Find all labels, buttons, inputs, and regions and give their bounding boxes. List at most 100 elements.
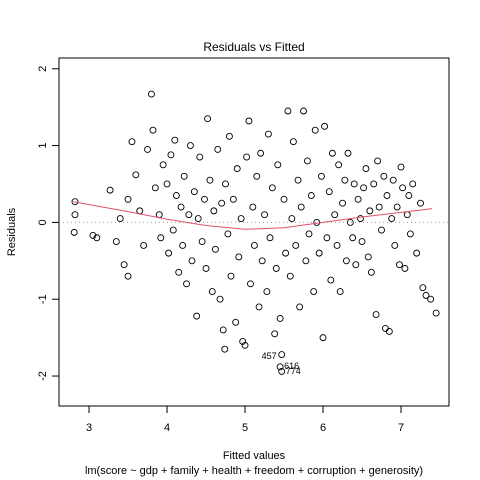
point [163,180,171,188]
point [188,257,196,265]
point [167,151,175,159]
point [218,199,226,207]
point [278,367,286,375]
point [422,291,430,299]
point [380,172,388,180]
point [177,203,185,211]
point [349,234,357,242]
point [225,132,233,140]
plot-frame [58,57,450,407]
point [250,241,258,249]
point [271,330,279,338]
point [419,284,427,292]
point [172,192,180,199]
point [237,215,245,223]
point [249,203,257,211]
point [175,268,183,276]
point [405,192,413,199]
point [263,288,271,295]
point [147,90,155,98]
point [235,253,243,261]
point [311,126,319,134]
point [333,241,341,249]
x-axis-label: Fitted values [223,450,286,462]
point [93,234,101,242]
point [179,241,187,249]
point [233,165,241,173]
point [294,176,302,184]
point [296,303,304,311]
point [190,188,198,196]
point [286,272,294,280]
point-label: 616 [284,361,299,371]
point [302,257,310,265]
point [221,345,229,353]
point [159,161,167,169]
point [307,192,315,199]
point [331,211,339,219]
point [232,318,240,326]
point [278,351,286,358]
point [284,107,292,115]
point [364,253,372,261]
point [89,232,97,239]
point [327,276,335,284]
point [112,238,120,246]
point [328,149,336,157]
point [180,172,188,180]
y-tick-label: 2 [37,66,49,72]
point [257,149,265,157]
point [432,309,440,317]
point [239,338,247,345]
point [245,117,253,125]
point [292,241,300,249]
point [315,249,323,257]
point [360,184,368,192]
point [124,272,132,280]
point [401,265,409,272]
point [393,203,401,211]
point [208,288,216,295]
point [258,257,266,265]
point [255,303,263,311]
point [388,215,396,223]
point-label: 774 [286,366,301,376]
point [116,215,124,223]
point [70,228,78,236]
point [202,265,210,272]
point [336,288,344,295]
point [396,261,403,269]
x-tick-label: 3 [86,422,92,434]
point [140,241,148,249]
point [128,138,136,146]
point [261,211,268,219]
y-axis-label: Residuals [6,207,18,256]
point [325,188,333,196]
point [381,324,389,332]
point [144,145,151,153]
point [185,211,193,219]
point [247,280,254,288]
point [227,272,235,280]
point [120,261,128,269]
point [198,238,206,246]
point [149,126,157,134]
point [151,184,159,192]
point [399,184,407,192]
point [276,363,284,371]
subtitle: lm(score ~ gdp + family + health + freed… [85,465,423,477]
point [169,226,177,234]
point [171,136,179,144]
x-tick-label: 5 [242,422,248,434]
point-label: 457 [262,351,277,361]
point [344,149,352,157]
point [124,195,132,203]
point [224,230,232,238]
point [403,211,411,219]
y-tick-label: -1 [37,294,49,304]
point [196,153,204,161]
point [341,176,349,184]
point [342,257,350,265]
point [366,207,374,215]
